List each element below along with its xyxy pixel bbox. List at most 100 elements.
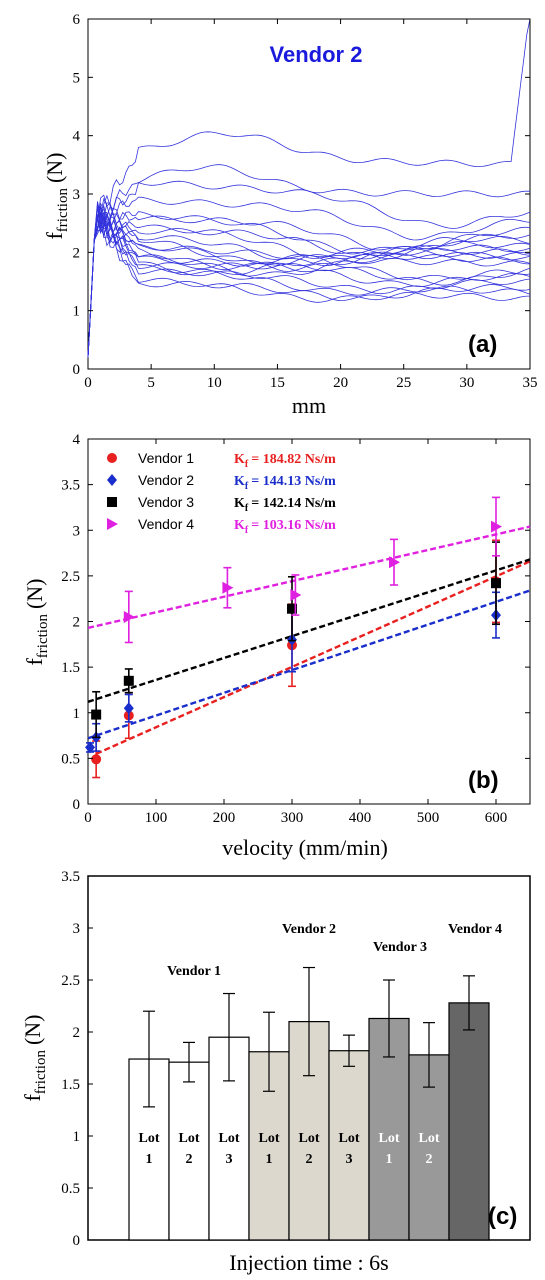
panel-a-y-axis-label-sub: friction (55, 188, 71, 233)
panel-c-bar (168, 1061, 210, 1241)
panel-b-y-tick-label: 3 (73, 523, 81, 539)
panel-b-x-tick-label: 0 (84, 810, 92, 826)
panel-a-x-tick-label: 35 (523, 375, 538, 391)
panel-b-legend-kf: Kf = 184.82 Ns/m (234, 452, 336, 470)
panel-b-fit-line (95, 560, 531, 755)
panel-a-series-line (87, 204, 531, 358)
panel-c-y-tick-label: 1.5 (61, 1077, 80, 1093)
panel-b-marker-triangle (123, 610, 135, 623)
panel-a-title: Vendor 2 (270, 42, 363, 67)
panel-b-legend-kf-main: K (234, 518, 245, 533)
panel-b-label: (b) (468, 767, 499, 794)
panel-b-legend-kf-sub: f (245, 459, 249, 470)
panel-c-y-tick-label: 0 (73, 1233, 81, 1249)
panel-c-y-axis-label-sub: friction (33, 1050, 49, 1095)
panel-c-lot-label: Lot (259, 1131, 280, 1146)
panel-b-x-tick-label: 100 (145, 810, 168, 826)
panel-b-legend-kf-main: K (234, 496, 245, 511)
panel-b-legend-kf-main: K (234, 474, 245, 489)
panel-b-legend-kf: Kf = 144.13 Ns/m (234, 474, 336, 492)
panel-a-y-tick-label: 2 (73, 245, 81, 261)
panel-c-lot-label: Lot (299, 1131, 320, 1146)
panel-c-vendor-label: Vendor 2 (282, 922, 336, 937)
panel-b-marker-square (287, 603, 297, 614)
panel-c-y-axis-label: ffriction (N) (20, 1014, 49, 1101)
panel-b-legend-label: Vendor 1 (138, 450, 194, 466)
panel-b-x-ticks: 0 100 200 300 400 500 600 (84, 439, 507, 826)
panel-a-x-tick-label: 30 (459, 375, 474, 391)
panel-c-lot-number: 1 (386, 1152, 393, 1167)
panel-a-label: (a) (468, 331, 497, 358)
panel-b-marker-circle (91, 754, 102, 765)
panel-a-x-axis-label: mm (292, 393, 326, 418)
panel-b-marker-diamond (107, 474, 117, 486)
panel-c-lot-label: Lot (139, 1131, 160, 1146)
panel-a-y-tick-label: 5 (73, 70, 81, 86)
panel-a-series-line (87, 212, 531, 358)
panel-b-legend-kf-value: = 184.82 Ns/m (251, 452, 336, 467)
panel-c-lot-label: Lot (419, 1131, 440, 1146)
panel-b-y-ticks: 0 0.5 1 1.5 2 2.5 3 3.5 4 (61, 432, 530, 813)
panel-a-x-tick-label: 20 (333, 375, 348, 391)
panel-a-line-chart: 0 5 10 15 20 25 30 35 0 1 2 3 4 5 6 Vendor 2 (a) mm f… (42, 12, 538, 418)
panel-b-fit-lines (87, 525, 531, 755)
panel-c-lot-number: 2 (306, 1152, 313, 1167)
panel-b-marker-triangle (491, 520, 502, 533)
panel-a-series-line (87, 18, 531, 358)
panel-b-marker-diamond (123, 702, 134, 715)
panel-c-lot-number: 1 (146, 1152, 153, 1167)
panel-c-vendor-label: Vendor 3 (373, 940, 427, 955)
panel-c-bar (448, 1002, 490, 1241)
panel-b-scatter-chart: 0 100 200 300 400 500 600 0 0.5 1 1.5 2 2.5 3 3.5 4 Ve… (22, 432, 531, 860)
panel-b-marker-square (107, 497, 117, 507)
panel-b-x-tick-label: 500 (417, 810, 440, 826)
panel-b-marker-triangle (107, 518, 118, 530)
panel-b-y-tick-label: 1.5 (61, 660, 80, 676)
panel-a-x-tick-label: 5 (147, 375, 155, 391)
panel-a-x-tick-label: 25 (396, 375, 411, 391)
panel-c-y-tick-label: 3 (73, 921, 81, 937)
panel-a-y-axis-label: ffriction (N) (42, 152, 71, 239)
panel-b-legend-kf-sub: f (245, 525, 249, 536)
panel-c-vendor-label: Vendor 1 (167, 964, 221, 979)
panel-b-y-tick-label: 4 (73, 432, 81, 448)
panel-b-legend-kf: Kf = 103.16 Ns/m (234, 518, 336, 536)
panel-a-plot-frame (87, 18, 531, 370)
panel-c-y-tick-label: 0.5 (61, 1181, 80, 1197)
panel-c-lot-number: 3 (346, 1152, 353, 1167)
panel-b-y-tick-label: 0.5 (61, 751, 80, 767)
panel-c-lot-number: 3 (226, 1152, 233, 1167)
panel-b-y-tick-label: 2.5 (61, 569, 80, 585)
panel-b-marker-triangle (290, 589, 302, 602)
panel-c-label: (c) (488, 1203, 517, 1230)
panel-c-bar-chart: Lot 1 Lot 2 Lot 3 Lot 1 Lot 2 Lot 3 Lot 1 Lot 2 0 0.5 1 1.… (20, 869, 531, 1275)
panel-b-legend-kf-main: K (234, 452, 245, 467)
panel-c-x-axis-label: Injection time : 6s (229, 1250, 388, 1275)
panel-b-data-points (85, 496, 502, 779)
panel-a-series-line (87, 164, 531, 358)
panel-b-y-tick-label: 1 (73, 706, 81, 722)
panel-b-marker-triangle (389, 556, 400, 569)
panel-a-x-tick-label: 15 (270, 375, 285, 391)
panel-b-y-tick-label: 3.5 (61, 478, 80, 494)
panel-b-legend-kf-value: = 142.14 Ns/m (251, 496, 336, 511)
panel-a-y-tick-label: 1 (73, 304, 81, 320)
panel-c-y-tick-label: 2.5 (61, 973, 80, 989)
panel-c-bars: Lot 1 Lot 2 Lot 3 Lot 1 Lot 2 Lot 3 Lot 1 Lot 2 (128, 966, 490, 1241)
panel-c-y-axis-label-main: f (20, 1094, 45, 1102)
panel-a-y-tick-label: 0 (73, 362, 81, 378)
panel-b-x-tick-label: 200 (213, 810, 236, 826)
panel-b-legend-label: Vendor 3 (138, 494, 194, 510)
panel-a-series-line (87, 207, 531, 358)
panel-b-legend-kf-sub: f (245, 503, 249, 514)
panel-b-y-axis-label-sub: friction (35, 614, 51, 659)
panel-c-lot-label: Lot (379, 1131, 400, 1146)
panel-b-y-axis-label-main: f (22, 658, 47, 666)
panel-a-series-line (87, 202, 531, 358)
panel-a-y-axis-label-main: f (42, 232, 67, 240)
panel-b-marker-square (91, 709, 102, 720)
panel-a-x-tick-label: 10 (207, 375, 222, 391)
panel-b-x-axis-label: velocity (mm/min) (222, 835, 388, 860)
panel-c-y-ticks: 0 0.5 1 1.5 2 2.5 3 3.5 (61, 869, 93, 1249)
